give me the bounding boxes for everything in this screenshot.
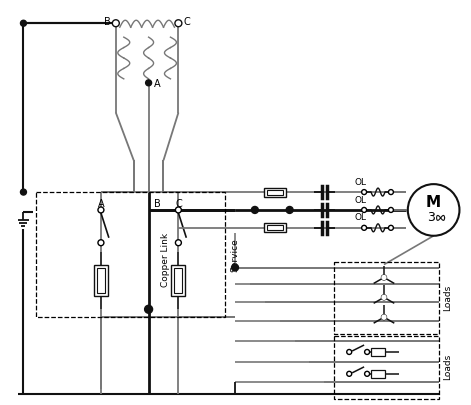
Bar (97, 268, 105, 293)
Circle shape (382, 295, 387, 300)
Circle shape (365, 350, 370, 354)
Circle shape (389, 225, 393, 230)
Circle shape (20, 189, 26, 195)
Circle shape (98, 207, 104, 213)
Text: Copper Link: Copper Link (161, 232, 170, 287)
Circle shape (362, 225, 366, 230)
Text: OL: OL (354, 213, 366, 222)
Bar (267, 190, 283, 194)
Circle shape (175, 240, 181, 246)
Circle shape (98, 240, 104, 246)
Circle shape (382, 315, 386, 319)
Circle shape (382, 275, 386, 279)
Text: C: C (183, 17, 190, 27)
Bar (334, 336, 439, 399)
Text: OL: OL (354, 178, 366, 187)
Text: M: M (426, 196, 441, 211)
Bar (334, 262, 439, 334)
Circle shape (146, 80, 152, 86)
Circle shape (382, 315, 387, 320)
Circle shape (20, 20, 26, 26)
Circle shape (175, 20, 182, 27)
Text: B: B (154, 199, 160, 209)
Text: OL: OL (354, 196, 366, 205)
Circle shape (382, 295, 386, 299)
Bar (171, 265, 186, 296)
Circle shape (365, 371, 370, 376)
Text: Service: Service (230, 238, 239, 271)
Bar (36, 192, 225, 317)
Circle shape (145, 305, 153, 313)
Text: C: C (175, 199, 182, 209)
Bar (267, 225, 283, 230)
Circle shape (347, 371, 352, 376)
Circle shape (232, 264, 238, 271)
Text: B: B (104, 17, 111, 27)
Text: A: A (154, 79, 160, 89)
Circle shape (382, 275, 387, 280)
Bar (371, 370, 385, 378)
Circle shape (389, 207, 393, 213)
Circle shape (175, 207, 181, 213)
Circle shape (389, 190, 393, 194)
Bar (264, 188, 285, 196)
Bar (174, 268, 182, 293)
Circle shape (113, 20, 119, 27)
Circle shape (347, 350, 352, 354)
Circle shape (252, 207, 258, 213)
Circle shape (362, 207, 366, 213)
Circle shape (362, 190, 366, 194)
Text: Loads: Loads (444, 285, 453, 311)
Bar (94, 265, 108, 296)
Circle shape (286, 207, 293, 213)
Text: 3: 3 (427, 211, 435, 224)
Bar (371, 348, 385, 356)
Text: Loads: Loads (444, 354, 453, 380)
Text: A: A (97, 199, 104, 209)
Bar (264, 223, 285, 232)
